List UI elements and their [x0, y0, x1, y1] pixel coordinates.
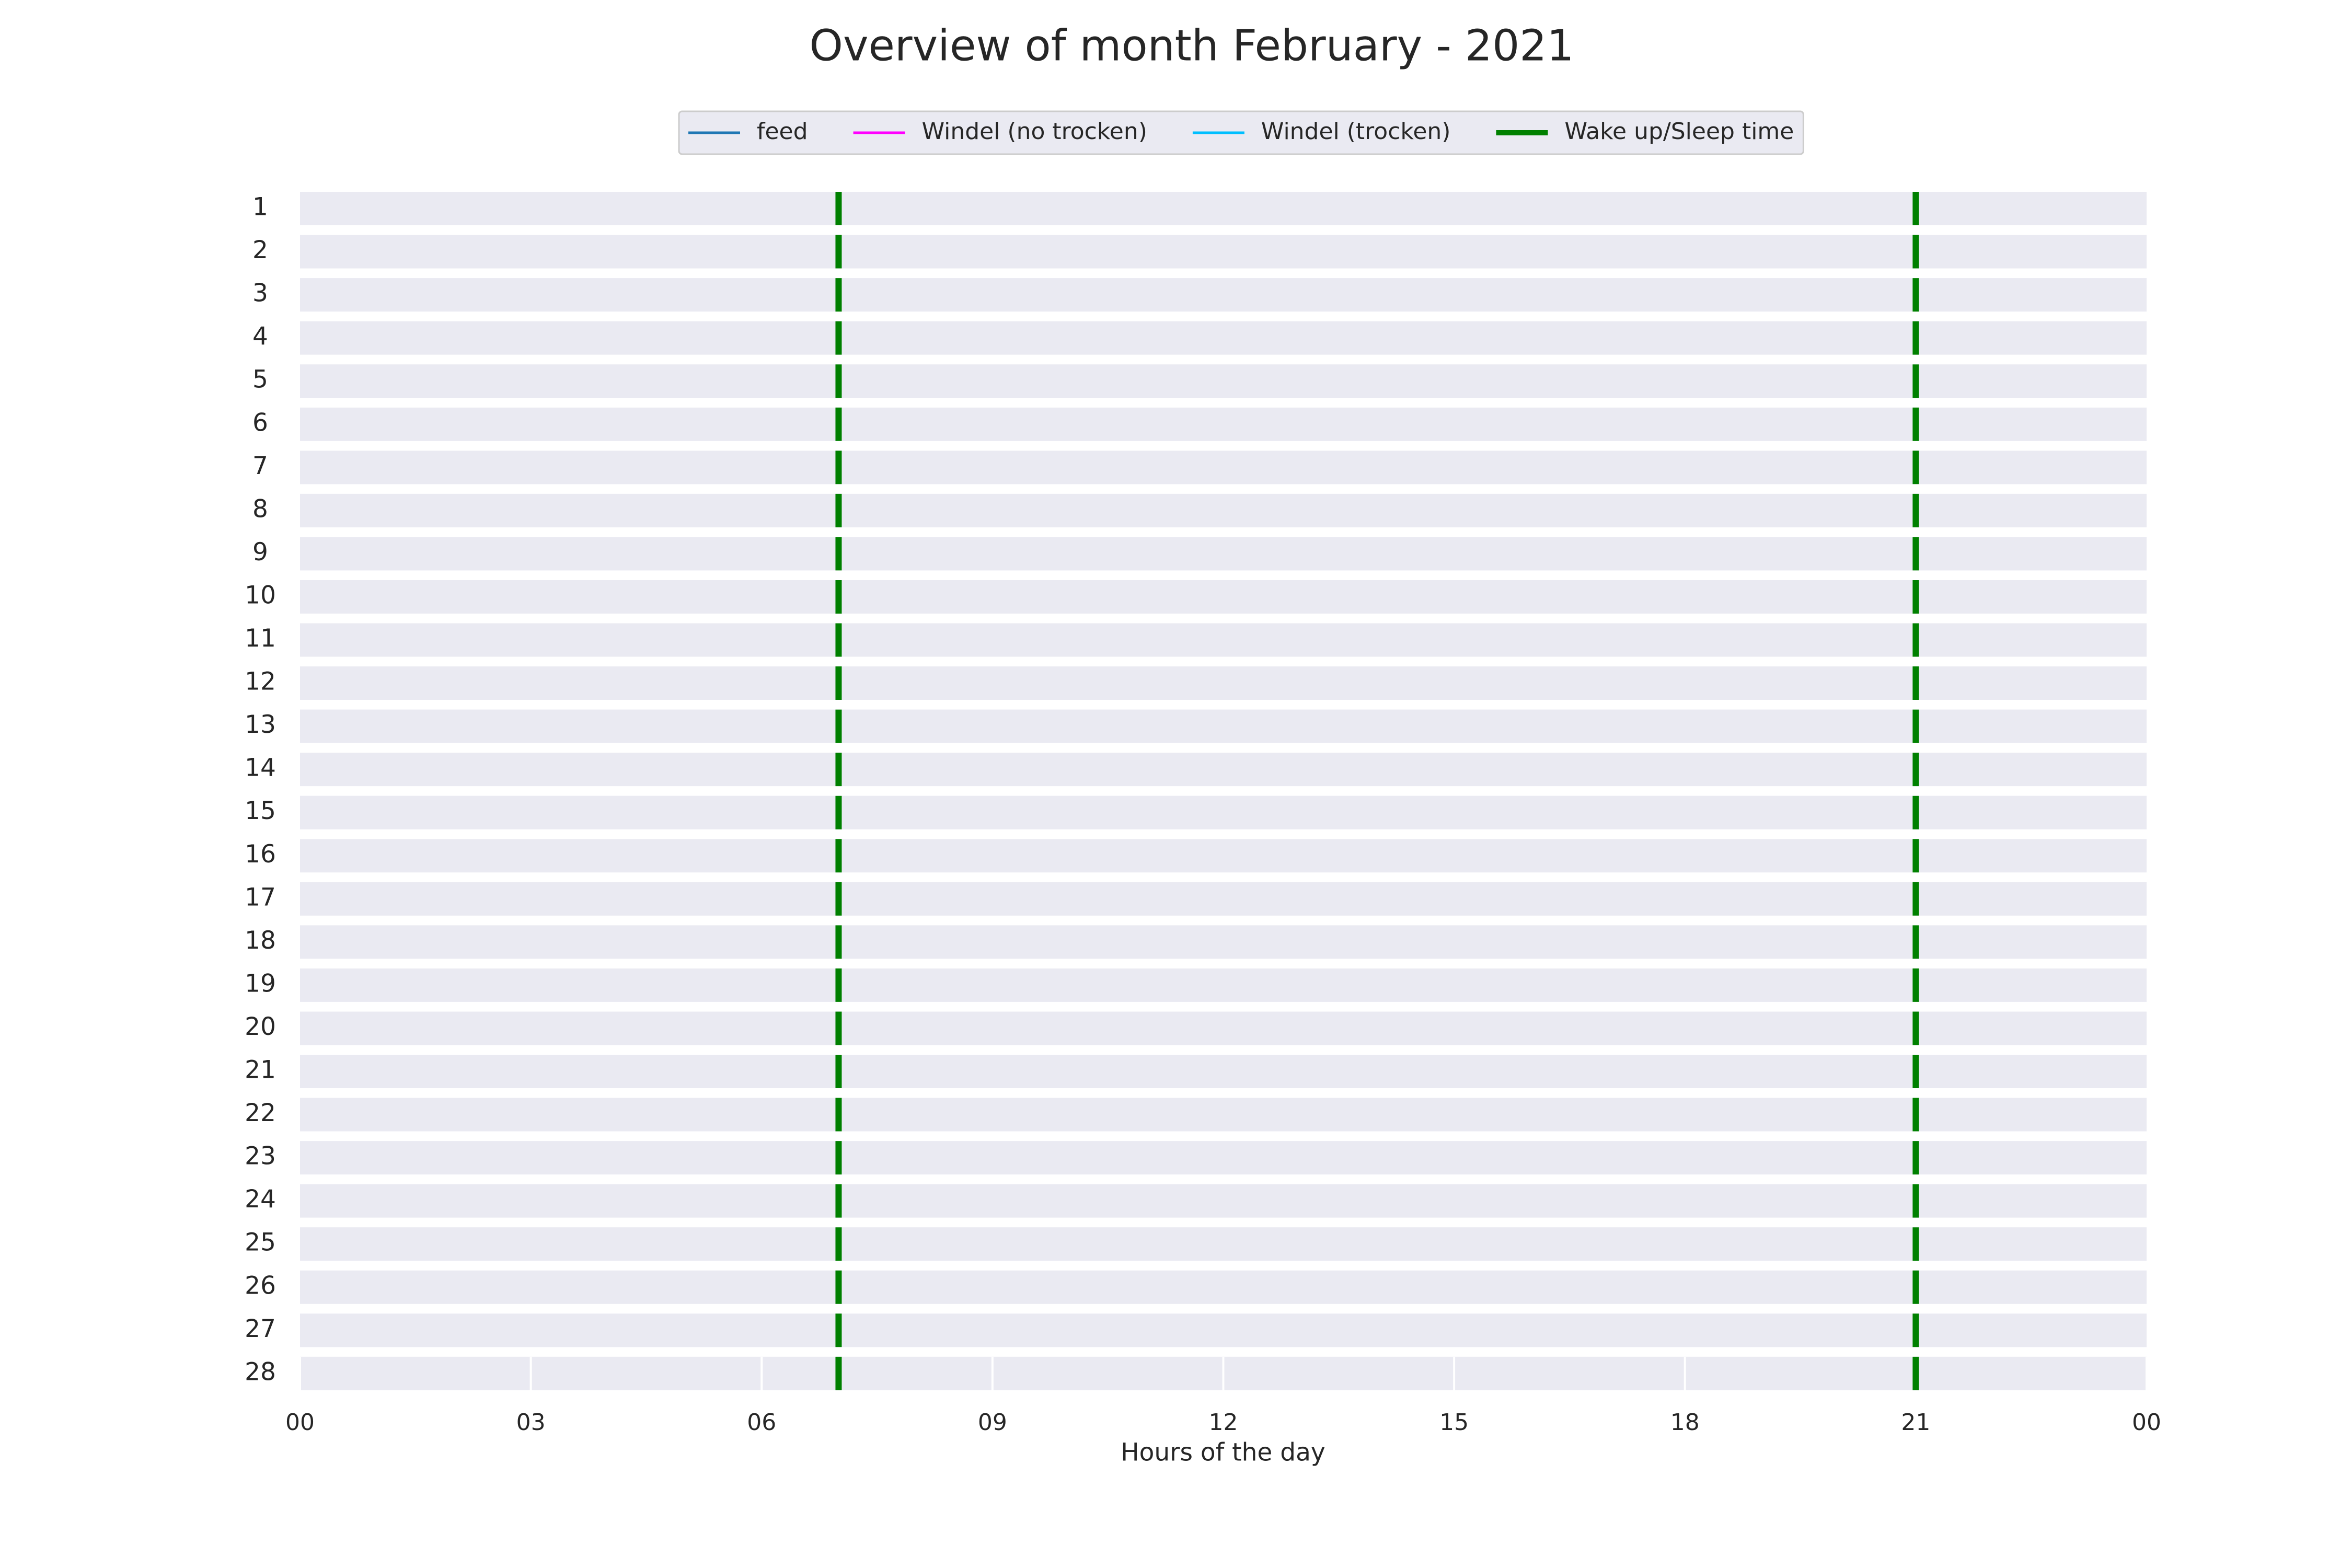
day-band [300, 709, 2147, 743]
day-band [300, 1184, 2147, 1218]
y-tick-label: 22 [245, 1099, 276, 1127]
y-tick-label: 11 [245, 624, 276, 653]
day-band [300, 1313, 2147, 1347]
x-tick-label: 09 [978, 1409, 1007, 1436]
y-tick-label: 7 [252, 452, 268, 480]
x-tick-label: 12 [1209, 1409, 1238, 1436]
y-tick-label: 14 [245, 754, 276, 782]
day-band [300, 278, 2147, 312]
chart-title: Overview of month February - 2021 [809, 21, 1574, 71]
day-band [300, 580, 2147, 614]
day-band [300, 623, 2147, 657]
legend-label: feed [757, 118, 808, 145]
y-tick-label: 9 [252, 538, 268, 567]
day-band [300, 1055, 2147, 1088]
y-tick-label: 15 [245, 797, 276, 825]
legend-label: Wake up/Sleep time [1564, 118, 1794, 145]
day-band [300, 192, 2147, 225]
day-band [300, 666, 2147, 700]
day-band [300, 925, 2147, 959]
y-tick-label: 23 [245, 1142, 276, 1171]
day-band [300, 321, 2147, 355]
y-tick-label: 16 [245, 840, 276, 869]
day-band [300, 364, 2147, 398]
x-axis-label: Hours of the day [1121, 1438, 1325, 1467]
y-tick-label: 8 [252, 494, 268, 523]
y-tick-label: 2 [252, 236, 268, 264]
y-tick-label: 5 [252, 365, 268, 394]
day-band [300, 1227, 2147, 1261]
day-band [300, 451, 2147, 485]
day-band [300, 882, 2147, 916]
y-tick-label: 6 [252, 408, 268, 437]
legend-label: Windel (trocken) [1261, 118, 1451, 145]
x-tick-label: 06 [747, 1409, 776, 1436]
day-band [300, 1011, 2147, 1045]
y-tick-label: 1 [252, 193, 268, 222]
x-tick-label: 00 [2132, 1409, 2161, 1436]
y-tick-label: 18 [245, 926, 276, 955]
day-band [300, 1141, 2147, 1175]
x-tick-label: 21 [1901, 1409, 1930, 1436]
y-tick-label: 17 [245, 883, 276, 912]
y-tick-label: 10 [245, 581, 276, 609]
x-tick-label: 18 [1670, 1409, 1700, 1436]
day-band [300, 1270, 2147, 1304]
y-tick-label: 26 [245, 1271, 276, 1300]
y-tick-label: 28 [245, 1357, 276, 1386]
legend-label: Windel (no trocken) [922, 118, 1147, 145]
y-tick-label: 13 [245, 710, 276, 739]
day-band [300, 407, 2147, 441]
day-band [300, 235, 2147, 269]
y-tick-label: 4 [252, 322, 268, 351]
y-tick-label: 12 [245, 667, 276, 696]
x-tick-label: 00 [285, 1409, 315, 1436]
y-tick-label: 21 [245, 1056, 276, 1085]
day-band [300, 753, 2147, 787]
day-band [300, 1098, 2147, 1132]
day-band [300, 795, 2147, 829]
day-band [300, 493, 2147, 527]
y-tick-label: 25 [245, 1228, 276, 1257]
day-band [300, 968, 2147, 1002]
x-tick-label: 03 [516, 1409, 546, 1436]
y-tick-label: 27 [245, 1315, 276, 1343]
y-tick-label: 19 [245, 969, 276, 998]
y-tick-label: 20 [245, 1012, 276, 1041]
x-tick-label: 15 [1439, 1409, 1469, 1436]
y-tick-label: 3 [252, 279, 268, 308]
day-band [300, 839, 2147, 873]
y-tick-label: 24 [245, 1185, 276, 1214]
day-band [300, 537, 2147, 571]
